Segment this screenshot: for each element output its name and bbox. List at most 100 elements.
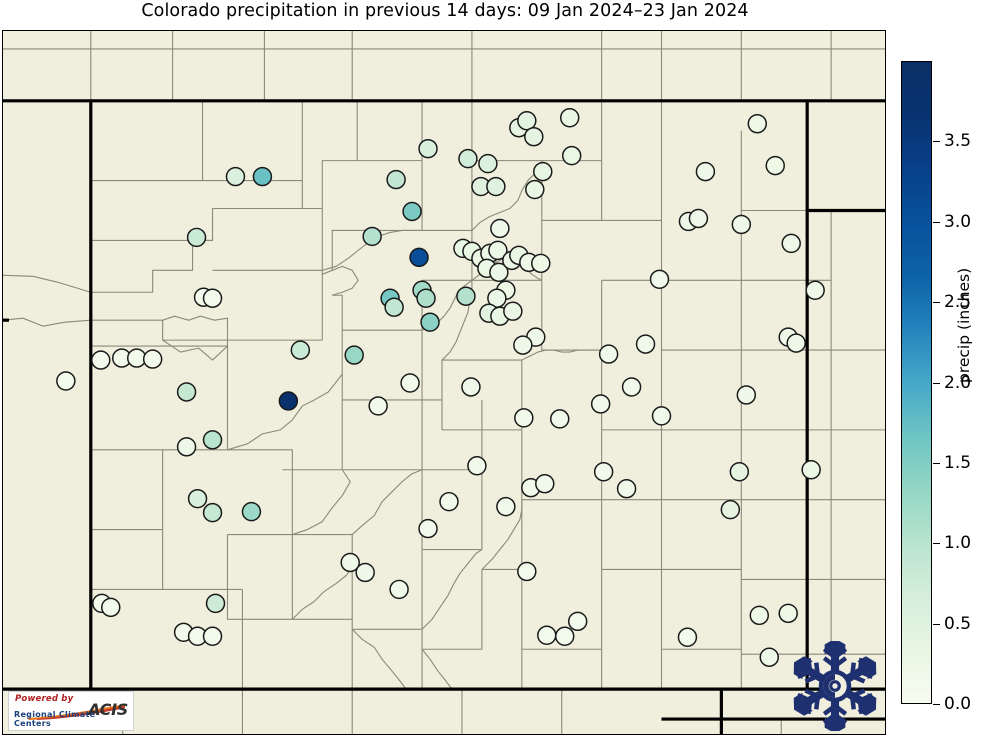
station-marker[interactable] xyxy=(456,286,476,306)
colorbar-tick xyxy=(933,623,940,625)
station-marker[interactable] xyxy=(496,496,516,517)
station-marker[interactable] xyxy=(400,373,420,393)
acis-logo: Powered by ACIS Regional Climate Centers xyxy=(8,691,134,731)
station-marker[interactable] xyxy=(91,350,111,370)
station-marker[interactable] xyxy=(386,169,406,190)
station-marker[interactable] xyxy=(362,226,382,247)
station-marker[interactable] xyxy=(467,456,487,476)
station-marker[interactable] xyxy=(101,597,121,618)
colorbar-tick xyxy=(933,543,940,545)
station-marker[interactable] xyxy=(786,333,806,353)
station-marker[interactable] xyxy=(418,518,438,539)
station-marker[interactable] xyxy=(478,153,498,174)
station-marker[interactable] xyxy=(531,253,551,274)
station-marker[interactable] xyxy=(252,166,273,187)
colorbar-tick-label: 1.0 xyxy=(944,533,972,554)
station-marker[interactable] xyxy=(176,437,197,457)
station-marker[interactable] xyxy=(567,611,588,632)
station-marker[interactable] xyxy=(486,176,506,197)
station-marker[interactable] xyxy=(559,108,580,128)
station-marker[interactable] xyxy=(731,214,752,235)
station-marker[interactable] xyxy=(176,382,197,402)
station-marker[interactable] xyxy=(781,233,801,254)
station-marker[interactable] xyxy=(389,579,409,600)
station-marker[interactable] xyxy=(801,460,821,480)
station-marker[interactable] xyxy=(202,288,223,308)
snowflake-arm xyxy=(822,641,848,687)
station-marker-layer xyxy=(56,108,825,667)
station-marker[interactable] xyxy=(402,201,422,222)
station-marker[interactable] xyxy=(805,280,825,300)
station-marker[interactable] xyxy=(241,501,262,522)
station-marker[interactable] xyxy=(517,111,537,131)
station-marker[interactable] xyxy=(561,145,582,166)
station-marker[interactable] xyxy=(533,161,553,182)
station-marker[interactable] xyxy=(186,227,207,248)
station-marker[interactable] xyxy=(225,166,246,187)
station-marker[interactable] xyxy=(205,593,226,614)
station-marker[interactable] xyxy=(355,562,375,583)
station-marker[interactable] xyxy=(340,552,360,573)
station-marker[interactable] xyxy=(635,334,656,354)
snowflake-arm xyxy=(832,682,877,716)
station-marker[interactable] xyxy=(749,605,770,626)
station-marker[interactable] xyxy=(503,301,523,321)
station-marker[interactable] xyxy=(368,396,388,416)
station-marker[interactable] xyxy=(420,312,440,332)
station-marker[interactable] xyxy=(142,349,163,369)
station-marker[interactable] xyxy=(649,269,670,290)
station-marker[interactable] xyxy=(202,502,223,523)
station-marker[interactable] xyxy=(590,394,611,414)
station-marker[interactable] xyxy=(525,179,545,200)
station-marker[interactable] xyxy=(720,499,741,520)
station-marker[interactable] xyxy=(514,408,534,428)
acis-swoosh-icon xyxy=(27,704,125,720)
station-marker[interactable] xyxy=(621,377,642,397)
station-marker[interactable] xyxy=(524,126,544,147)
station-marker[interactable] xyxy=(202,626,223,647)
county-borders xyxy=(3,31,885,734)
station-marker[interactable] xyxy=(416,288,436,308)
station-marker[interactable] xyxy=(729,462,750,482)
station-marker[interactable] xyxy=(616,478,637,499)
colorbar xyxy=(901,61,932,704)
station-marker[interactable] xyxy=(554,626,575,647)
station-marker[interactable] xyxy=(535,473,555,494)
colorbar-tick-label: 3.0 xyxy=(944,211,972,232)
station-marker[interactable] xyxy=(513,335,533,355)
colorbar-tick xyxy=(933,141,940,143)
station-marker[interactable] xyxy=(537,625,557,646)
station-marker[interactable] xyxy=(695,161,716,182)
station-marker[interactable] xyxy=(778,603,798,624)
station-marker[interactable] xyxy=(765,155,785,176)
station-marker[interactable] xyxy=(56,371,76,391)
station-marker[interactable] xyxy=(593,462,614,482)
station-marker[interactable] xyxy=(202,430,223,450)
station-marker[interactable] xyxy=(187,488,208,509)
station-marker[interactable] xyxy=(384,297,404,317)
station-marker[interactable] xyxy=(488,240,508,261)
station-marker[interactable] xyxy=(439,491,459,512)
station-marker[interactable] xyxy=(409,247,429,268)
station-marker[interactable] xyxy=(550,409,570,429)
station-marker[interactable] xyxy=(489,262,509,283)
station-marker[interactable] xyxy=(418,138,438,159)
station-marker[interactable] xyxy=(651,406,672,426)
station-marker[interactable] xyxy=(458,148,478,169)
station-marker[interactable] xyxy=(344,345,364,365)
station-marker[interactable] xyxy=(278,391,299,411)
station-marker[interactable] xyxy=(126,348,147,368)
station-marker[interactable] xyxy=(677,627,698,647)
snowflake-icon xyxy=(793,641,877,731)
station-marker[interactable] xyxy=(490,218,510,239)
station-marker[interactable] xyxy=(747,114,768,134)
station-marker[interactable] xyxy=(688,208,709,229)
acis-powered-by-text: Powered by xyxy=(15,694,74,704)
station-marker[interactable] xyxy=(290,340,311,360)
station-marker[interactable] xyxy=(736,385,757,405)
station-marker[interactable] xyxy=(759,647,779,667)
station-marker[interactable] xyxy=(461,377,481,397)
station-marker[interactable] xyxy=(598,344,619,364)
station-marker[interactable] xyxy=(517,561,537,582)
